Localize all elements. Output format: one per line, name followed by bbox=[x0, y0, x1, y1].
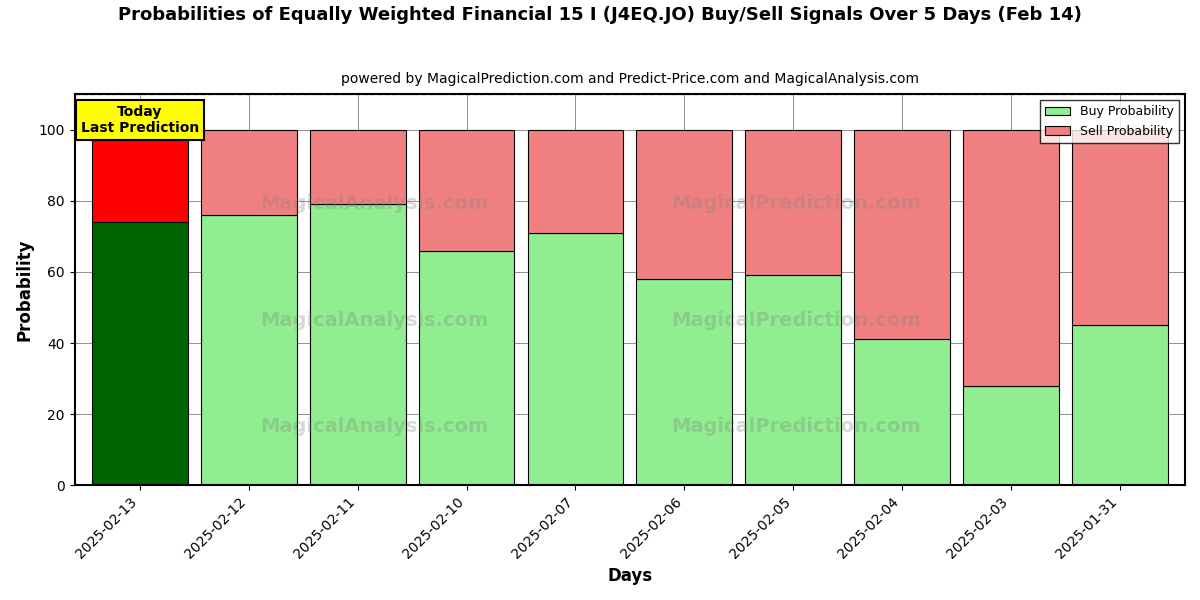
Text: Today
Last Prediction: Today Last Prediction bbox=[80, 105, 199, 135]
Bar bbox=[745, 275, 841, 485]
Bar bbox=[310, 205, 406, 485]
Y-axis label: Probability: Probability bbox=[16, 238, 34, 341]
Bar bbox=[200, 130, 296, 215]
Bar bbox=[636, 279, 732, 485]
Bar bbox=[745, 130, 841, 275]
Text: MagicalPrediction.com: MagicalPrediction.com bbox=[672, 194, 922, 213]
Bar bbox=[962, 130, 1058, 386]
Bar bbox=[200, 215, 296, 485]
Bar bbox=[528, 233, 623, 485]
Text: MagicalAnalysis.com: MagicalAnalysis.com bbox=[260, 311, 488, 331]
Bar bbox=[92, 222, 188, 485]
Bar bbox=[854, 130, 950, 340]
Bar bbox=[419, 251, 515, 485]
Bar bbox=[636, 130, 732, 279]
Text: MagicalPrediction.com: MagicalPrediction.com bbox=[672, 417, 922, 436]
Text: MagicalPrediction.com: MagicalPrediction.com bbox=[672, 311, 922, 331]
Bar bbox=[1072, 130, 1168, 325]
Text: MagicalAnalysis.com: MagicalAnalysis.com bbox=[260, 417, 488, 436]
Bar bbox=[962, 386, 1058, 485]
Title: powered by MagicalPrediction.com and Predict-Price.com and MagicalAnalysis.com: powered by MagicalPrediction.com and Pre… bbox=[341, 72, 919, 86]
Bar bbox=[854, 340, 950, 485]
Bar bbox=[419, 130, 515, 251]
X-axis label: Days: Days bbox=[607, 567, 653, 585]
Text: Probabilities of Equally Weighted Financial 15 I (J4EQ.JO) Buy/Sell Signals Over: Probabilities of Equally Weighted Financ… bbox=[118, 6, 1082, 24]
Bar bbox=[1072, 325, 1168, 485]
Legend: Buy Probability, Sell Probability: Buy Probability, Sell Probability bbox=[1040, 100, 1178, 143]
Bar bbox=[92, 130, 188, 222]
Bar bbox=[528, 130, 623, 233]
Bar bbox=[310, 130, 406, 205]
Text: MagicalAnalysis.com: MagicalAnalysis.com bbox=[260, 194, 488, 213]
